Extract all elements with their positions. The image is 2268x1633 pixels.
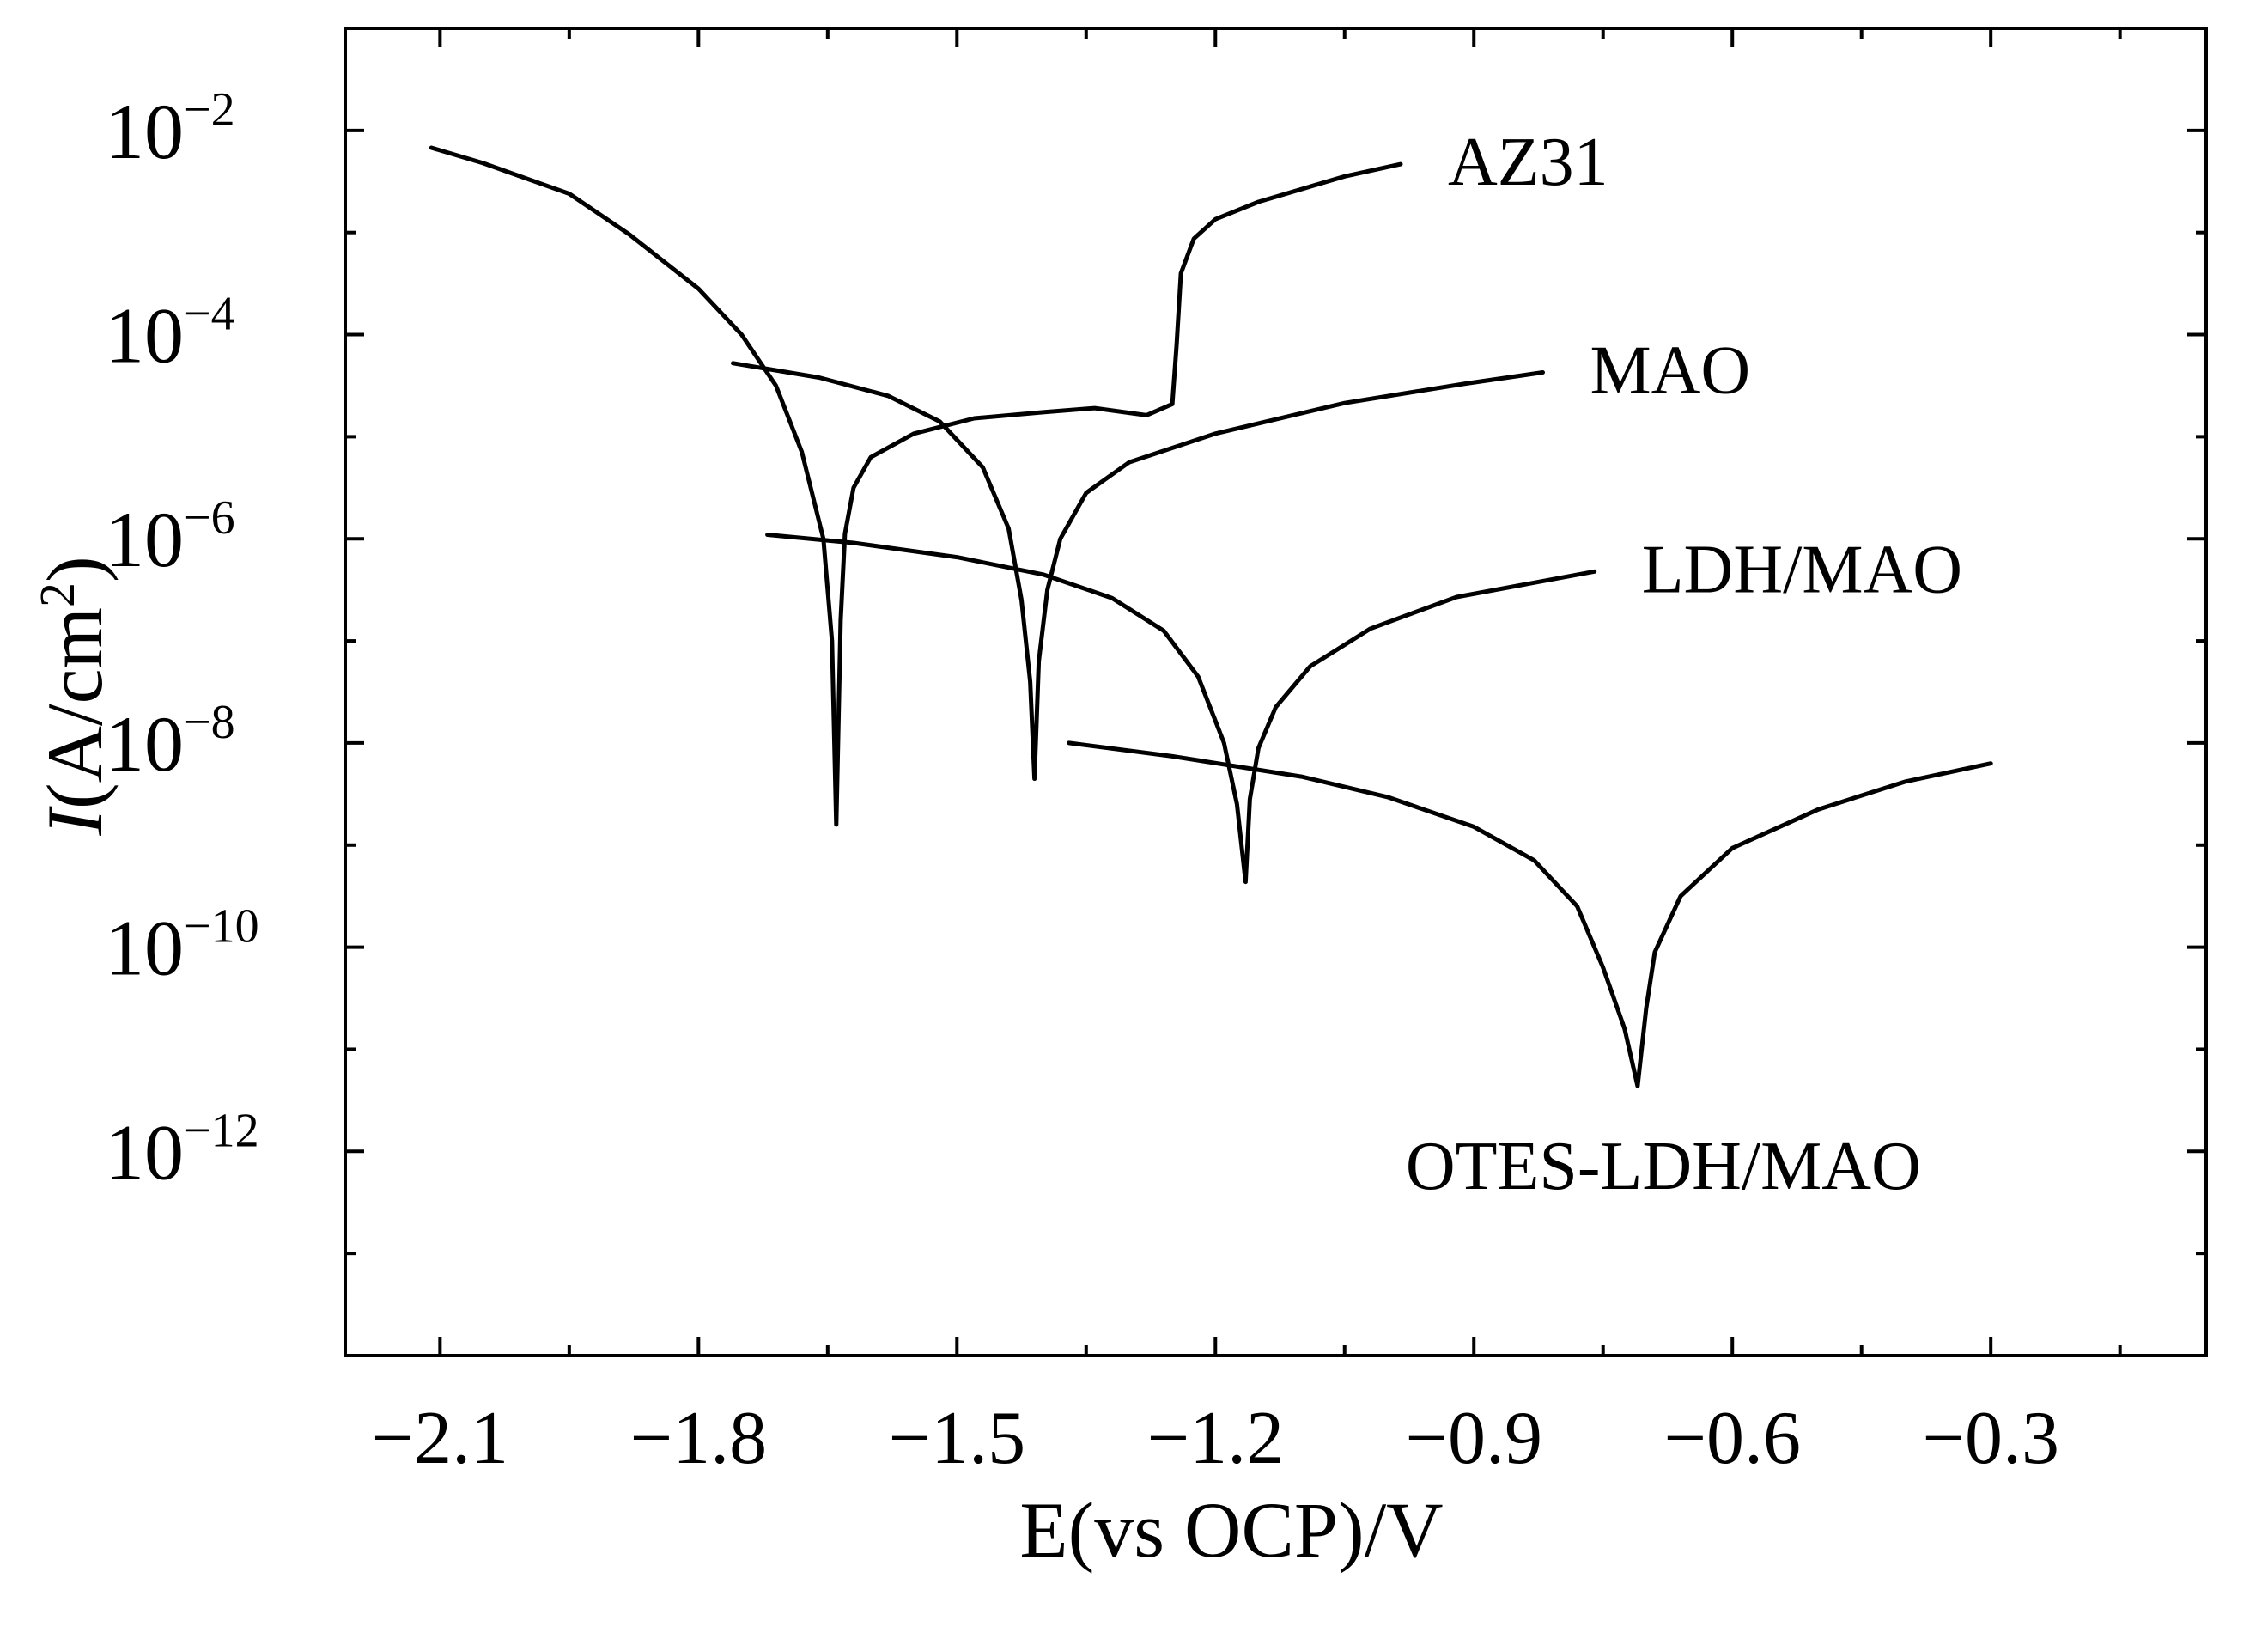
series-labels: AZ31 MAO LDH/MAO OTES-LDH/MAO <box>1406 125 1962 1204</box>
y-tick-label: 10−6 <box>105 491 235 583</box>
y-axis-title: I(A/cm2) <box>29 556 119 836</box>
x-axis-title: E(vs OCP)/V <box>1019 1486 1443 1574</box>
x-tick-label: −0.9 <box>1405 1397 1542 1480</box>
y-tick-label: 10−2 <box>105 83 235 175</box>
series-lines <box>429 145 1993 1088</box>
y-tick-label: 10−4 <box>105 288 235 380</box>
x-tick-label: −1.8 <box>630 1397 768 1480</box>
plot-frame <box>344 27 2208 1357</box>
series-label: MAO <box>1590 333 1751 409</box>
series-line-mao <box>731 361 1545 781</box>
series-label: OTES-LDH/MAO <box>1406 1129 1921 1204</box>
y-axis-title-close: ) <box>31 556 119 582</box>
x-tick-label: −1.5 <box>888 1397 1025 1480</box>
y-tick-label: 10−10 <box>105 900 259 992</box>
y-axis-title-unit: (A/cm <box>31 607 119 809</box>
series-line-otes-ldh-mao <box>1067 740 1993 1088</box>
series-label: LDH/MAO <box>1642 532 1962 607</box>
series-label: AZ31 <box>1448 125 1608 200</box>
x-tick-label: −1.2 <box>1146 1397 1284 1480</box>
x-tick-label: −2.1 <box>372 1397 509 1480</box>
x-tick-label: −0.3 <box>1922 1397 2059 1480</box>
y-tick-label: 10−8 <box>105 696 235 788</box>
x-tick-label: −0.6 <box>1663 1397 1801 1480</box>
y-axis-title-superscript: 2 <box>29 582 85 607</box>
x-axis-ticks: −2.1 −1.8 −1.5 −1.2 −0.9 −0.6 −0.3 <box>372 28 2122 1480</box>
y-tick-label: 10−12 <box>105 1104 259 1196</box>
y-axis-title-symbol: I <box>31 806 119 837</box>
series-line-ldh-mao <box>765 533 1597 885</box>
series-line-az31 <box>429 145 1403 827</box>
y-axis-ticks: 10−2 10−4 10−6 10−8 10−10 10−12 <box>105 27 2206 1357</box>
